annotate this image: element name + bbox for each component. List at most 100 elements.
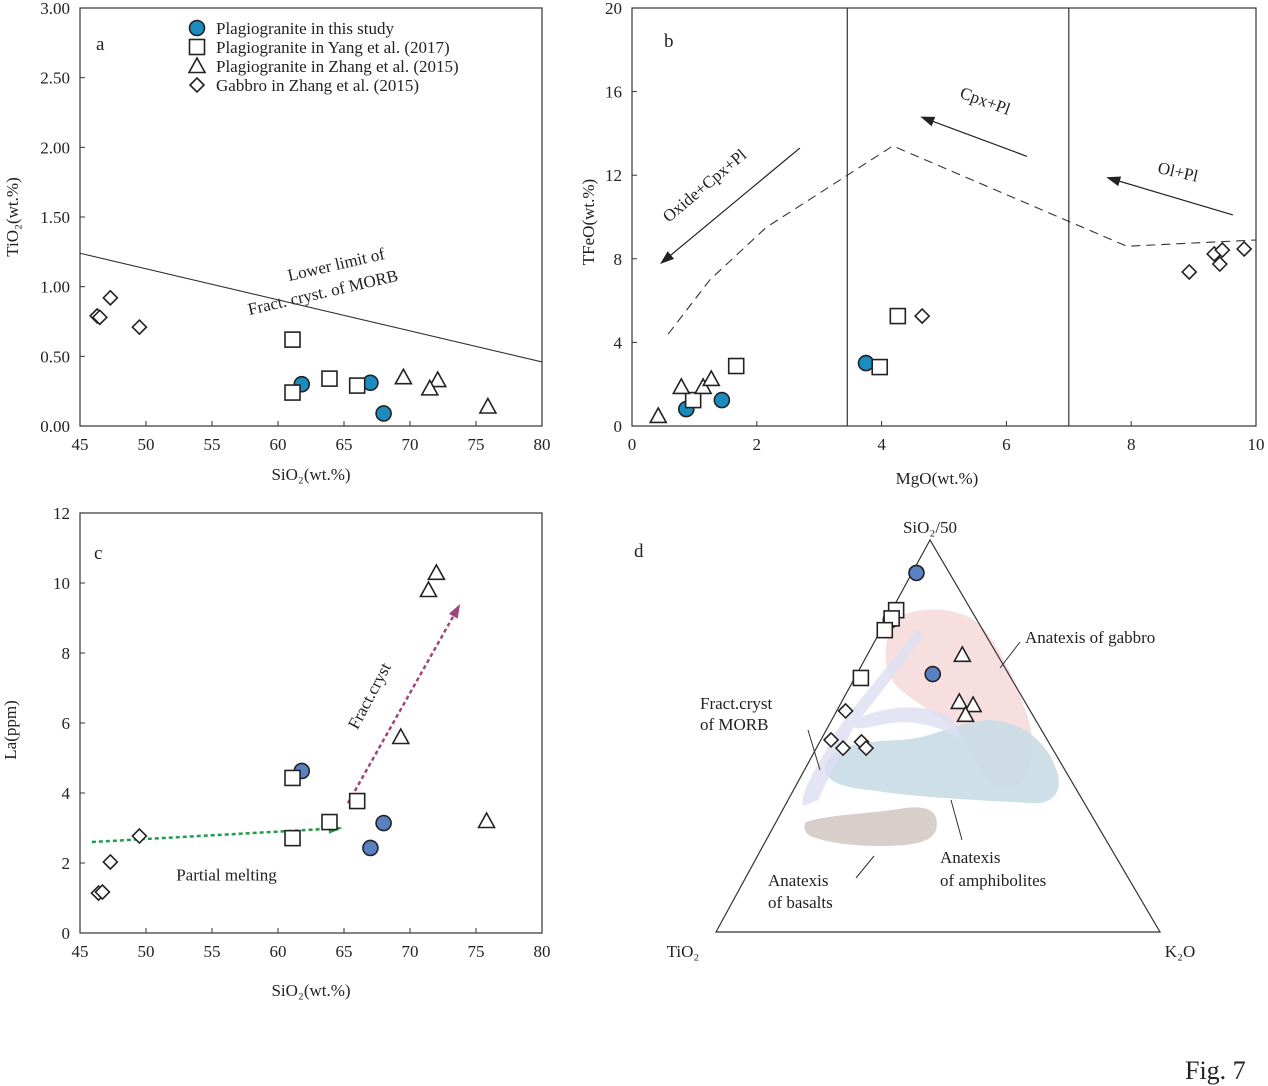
leader-basalts (855, 855, 875, 879)
legend-circle-marker (188, 19, 206, 37)
x-axis-title: MgO(wt.%) (896, 469, 979, 488)
x-tick-label: 10 (1248, 435, 1265, 454)
y-axis-title: TFeO(wt.%) (579, 179, 598, 265)
cpx-pl-arrow (929, 119, 1028, 157)
y-tick-label: 4 (614, 333, 623, 352)
ternary-point-triangle-marker (952, 645, 972, 663)
y-tick-label: 0.50 (40, 347, 70, 366)
y-tick-label: 2 (62, 854, 71, 873)
data-point-circle-marker (362, 839, 379, 857)
data-point-square-marker (284, 829, 301, 847)
y-tick-label: 1.50 (40, 208, 70, 227)
data-point-circle-marker (375, 814, 392, 832)
data-point-circle-marker (713, 391, 731, 409)
y-tick-label: 6 (62, 714, 71, 733)
leader-amphibolites (950, 799, 963, 841)
data-point-square-marker (727, 357, 745, 375)
cpx-pl-arrow-head (920, 116, 936, 127)
leader-morb (807, 729, 821, 771)
trend-dashed-line (667, 145, 1257, 335)
data-point-diamond-marker (1236, 240, 1253, 258)
data-point-diamond-marker (131, 318, 148, 336)
data-point-diamond-marker (131, 827, 148, 845)
y-tick-label: 0 (614, 417, 623, 436)
data-point-triangle-marker (419, 580, 438, 598)
x-tick-label: 45 (72, 942, 89, 961)
data-point-diamond-marker (91, 309, 108, 326)
data-point-square-marker (321, 370, 338, 387)
fract-cryst-arrow (346, 612, 457, 804)
y-tick-label: 10 (53, 574, 70, 593)
annotation: Fract.cryst (344, 659, 395, 732)
plot-frame (631, 7, 1257, 427)
x-tick-label: 8 (1127, 435, 1136, 454)
field-label-amphibolites-1: Anatexis (940, 848, 1000, 867)
data-point-diamond-marker (1181, 263, 1198, 281)
field-anatexis-of-amphibolites (824, 720, 1059, 804)
annotation: Ol+Pl (1156, 158, 1200, 186)
lower-limit-line (79, 252, 543, 363)
data-point-square-marker (284, 769, 301, 787)
ternary-points (822, 564, 983, 757)
x-tick-label: 65 (336, 435, 353, 454)
data-point-triangle-marker (394, 367, 413, 385)
data-point-triangle-marker (478, 396, 498, 414)
y-tick-label: 0.00 (40, 417, 70, 436)
data-point-square-marker (284, 384, 301, 401)
x-tick-label: 50 (138, 942, 155, 961)
x-tick-label: 50 (138, 435, 155, 454)
data-point-square-marker (348, 792, 366, 810)
data-point-triangle-marker (477, 811, 496, 829)
data-point-triangle-marker (427, 563, 446, 581)
panel-b: 0 2 4 6 8 10 0 4 8 12 16 20 MgO(wt.%) TFeO(wt.%) b Oxid… (579, 0, 1265, 488)
field-label-morb-1: Fract.cryst (700, 694, 773, 713)
ternary-point-diamond-marker (822, 731, 840, 749)
legend-label: Plagiogranite in Zhang et al. (2015) (216, 57, 459, 76)
ternary-point-square-marker (852, 669, 870, 687)
ternary-point-circle-marker (908, 564, 925, 582)
field-label-gabbro: Anatexis of gabbro (1025, 628, 1155, 647)
legend-triangle-marker (187, 56, 207, 74)
y-tick-label: 2.00 (40, 138, 70, 157)
data-point-circle-marker (375, 405, 392, 422)
field-label-morb-2: of MORB (700, 715, 768, 734)
legend-square-marker (188, 38, 206, 56)
y-tick-label: 2.50 (40, 69, 70, 88)
data-point-triangle-marker (420, 378, 440, 396)
x-axis-title: SiO₂(wt.%) (271, 981, 350, 1000)
panel-d: SiO₂/50 TiO₂ K₂O d Anatexis of gabbro Fr… (634, 518, 1195, 961)
y-tick-label: 20 (605, 0, 622, 18)
data-point-square-marker (348, 377, 366, 394)
panel-label-d: d (634, 541, 644, 562)
data-point-diamond-marker (1214, 241, 1231, 259)
apex-label-left: TiO₂ (667, 942, 700, 961)
data-point-square-marker (321, 813, 338, 831)
ol-pl-arrow-head (1106, 176, 1122, 187)
y-axis-title: La(ppm) (1, 700, 20, 759)
legend-label: Plagiogranite in Yang et al. (2017) (216, 38, 450, 57)
y-tick-label: 16 (605, 83, 622, 102)
data-point-triangle-marker (648, 406, 668, 424)
data-point-triangle-marker (701, 369, 721, 387)
field-label-basalts-2: of basalts (768, 893, 833, 912)
ternary-point-diamond-marker (857, 740, 875, 757)
x-tick-label: 70 (402, 435, 419, 454)
data-point-square-marker (871, 358, 889, 376)
data-point-circle-marker (857, 354, 875, 372)
data-point-square-marker (889, 307, 907, 325)
x-tick-label: 80 (534, 942, 551, 961)
legend-diamond-marker (188, 76, 206, 94)
leader-gabbro (999, 641, 1021, 669)
legend-label: Gabbro in Zhang et al. (2015) (216, 76, 419, 95)
data-point-triangle-marker (428, 370, 448, 388)
data-point-diamond-marker (102, 853, 119, 871)
x-tick-label: 2 (753, 435, 762, 454)
legend: Plagiogranite in this studyPlagiogranite… (187, 19, 459, 95)
fract-cryst-arrow-head (448, 604, 461, 619)
x-tick-label: 4 (877, 435, 886, 454)
x-tick-label: 45 (72, 435, 89, 454)
y-tick-label: 8 (614, 250, 623, 269)
y-tick-label: 12 (53, 504, 70, 523)
ternary-point-diamond-marker (834, 740, 852, 757)
